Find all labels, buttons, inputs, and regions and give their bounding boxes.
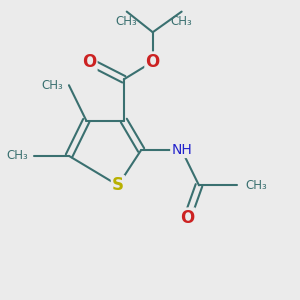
Text: O: O (146, 53, 160, 71)
Text: NH: NH (171, 143, 192, 157)
Text: CH₃: CH₃ (171, 15, 193, 28)
Text: CH₃: CH₃ (116, 15, 138, 28)
Text: S: S (112, 176, 124, 194)
Text: CH₃: CH₃ (245, 179, 267, 192)
Text: O: O (180, 209, 194, 227)
Text: O: O (82, 53, 96, 71)
Text: CH₃: CH₃ (41, 79, 63, 92)
Text: CH₃: CH₃ (7, 149, 28, 162)
